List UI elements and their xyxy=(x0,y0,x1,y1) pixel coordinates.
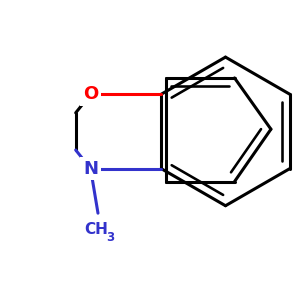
Text: O: O xyxy=(83,85,98,103)
Text: N: N xyxy=(83,160,98,178)
Text: 3: 3 xyxy=(106,231,114,244)
Text: CH: CH xyxy=(84,222,108,237)
